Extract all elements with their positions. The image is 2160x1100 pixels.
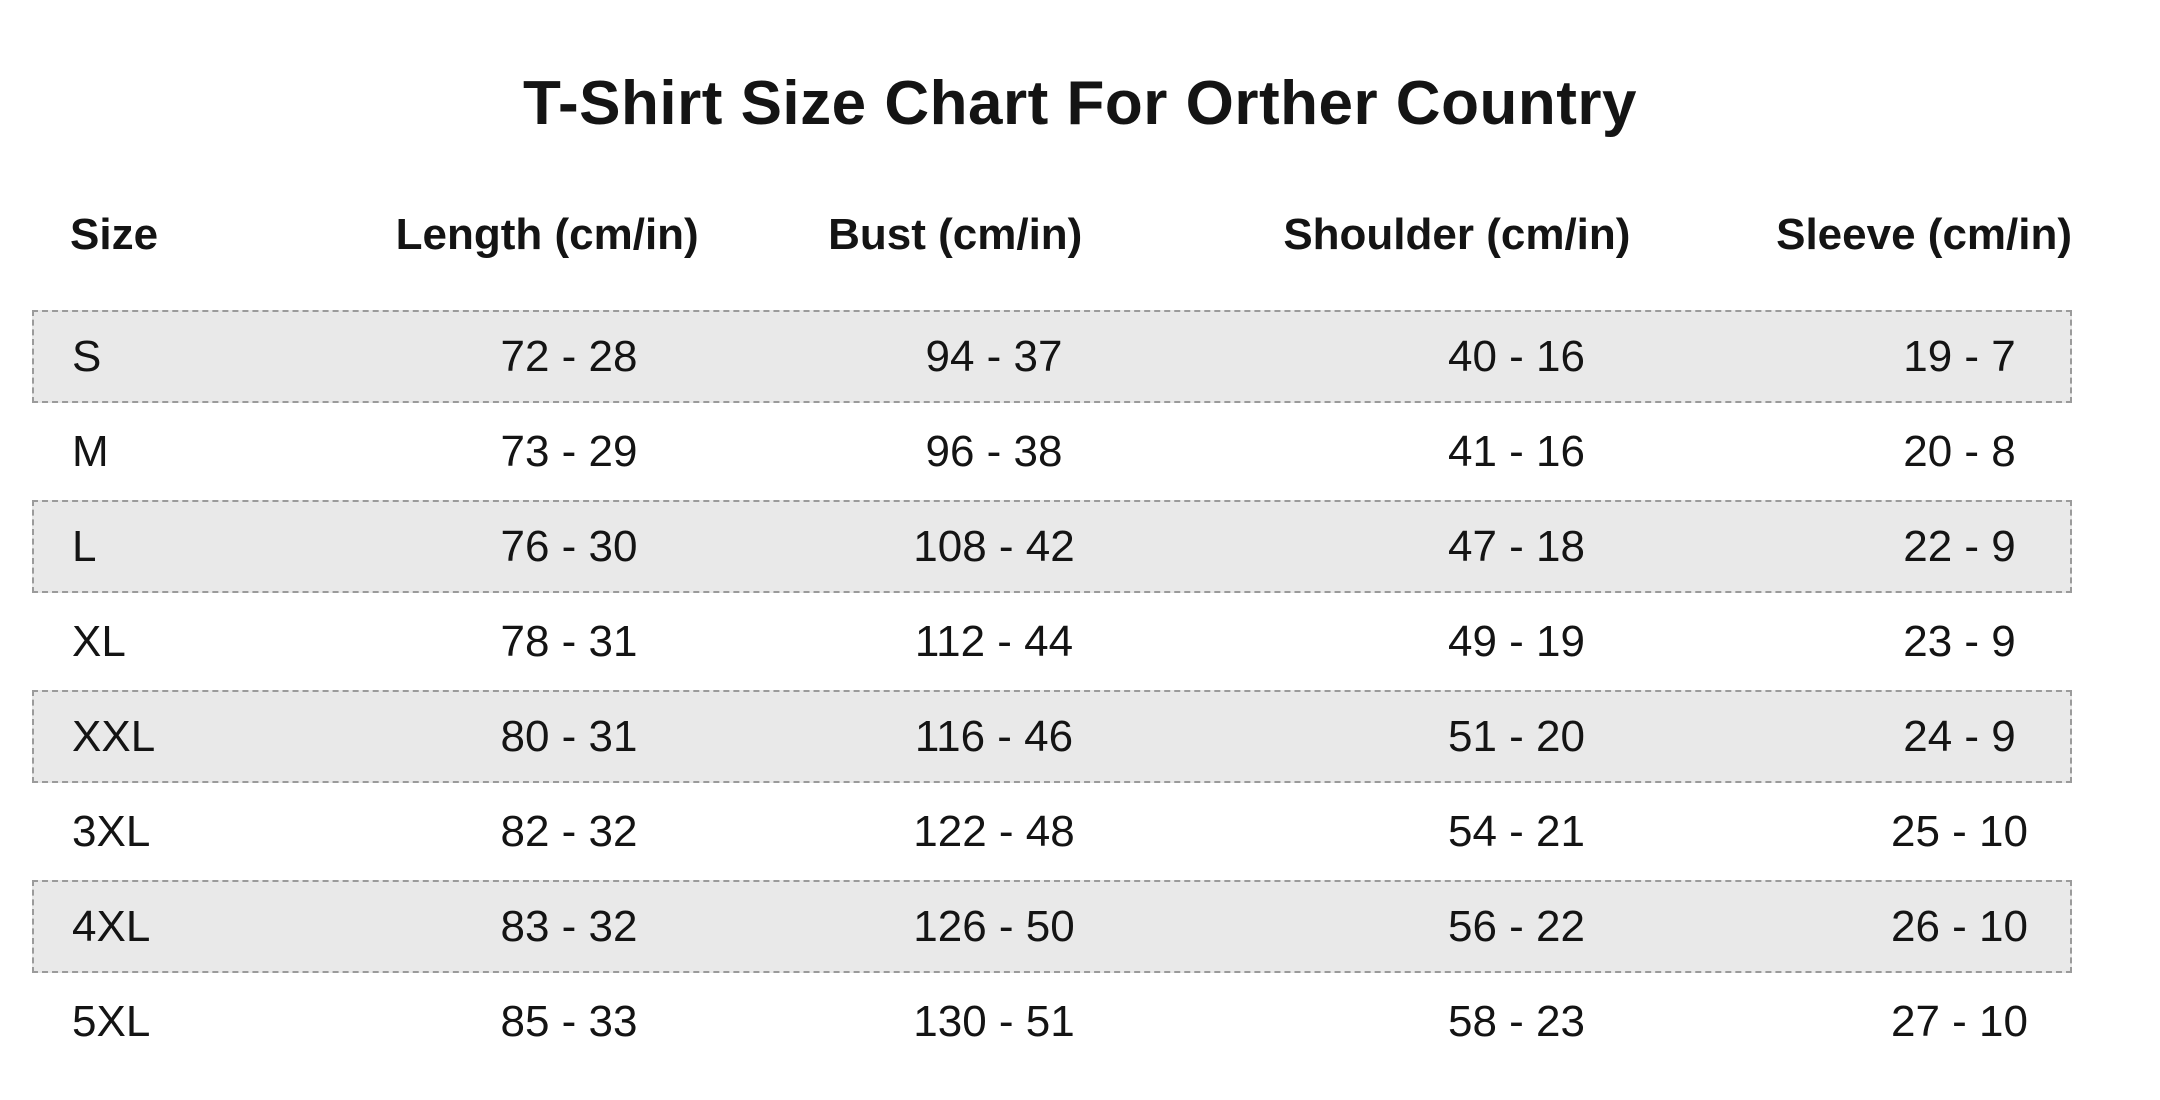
size-cell: 5XL [72,996,151,1046]
size-cell: L [72,521,97,571]
table-row: 5XL 85 - 33 130 - 51 58 - 23 27 - 10 [32,975,2072,1068]
shoulder-cell: 47 - 18 [1448,521,1585,571]
shoulder-cell: 56 - 22 [1448,901,1585,951]
column-header-length: Length (cm/in) [395,210,699,259]
table-row: XXL 80 - 31 116 - 46 51 - 20 24 - 9 [32,690,2072,783]
page-title: T-Shirt Size Chart For Orther Country [523,69,1637,138]
length-cell: 82 - 32 [500,806,638,856]
shoulder-cell: 51 - 20 [1448,711,1585,761]
sleeve-cell: 22 - 9 [1903,521,2016,571]
shoulder-cell: 54 - 21 [1448,806,1585,856]
sleeve-cell: 25 - 10 [1891,806,2028,856]
length-cell: 85 - 33 [500,996,638,1046]
size-cell: M [72,426,109,476]
sleeve-cell: 26 - 10 [1891,901,2028,951]
table-row: XL 78 - 31 112 - 44 49 - 19 23 - 9 [32,595,2072,688]
column-header-bust: Bust (cm/in) [828,210,1083,259]
size-cell: XXL [72,711,156,761]
column-header-size: Size [70,210,159,259]
bust-cell: 112 - 44 [914,616,1074,666]
table-row: S 72 - 28 94 - 37 40 - 16 19 - 7 [32,310,2072,403]
column-header-shoulder: Shoulder (cm/in) [1283,210,1631,259]
length-cell: 80 - 31 [500,711,638,761]
sleeve-cell: 20 - 8 [1903,426,2016,476]
size-cell: 3XL [72,806,151,856]
table-row: L 76 - 30 108 - 42 47 - 18 22 - 9 [32,500,2072,593]
bust-cell: 130 - 51 [913,996,1075,1046]
sleeve-cell: 23 - 9 [1903,616,2016,666]
bust-cell: 126 - 50 [913,901,1075,951]
sleeve-cell: 24 - 9 [1903,711,2016,761]
table-row: 4XL 83 - 32 126 - 50 56 - 22 26 - 10 [32,880,2072,973]
bust-cell: 122 - 48 [913,806,1075,856]
length-cell: 73 - 29 [500,426,638,476]
table-header-row: Size Length (cm/in) Bust (cm/in) Shoulde… [32,195,2072,275]
shoulder-cell: 49 - 19 [1448,616,1585,666]
size-table: S 72 - 28 94 - 37 40 - 16 19 - 7 M 73 - … [0,310,2160,1070]
size-cell: 4XL [72,901,151,951]
length-cell: 83 - 32 [500,901,638,951]
table-row: 3XL 82 - 32 122 - 48 54 - 21 25 - 10 [32,785,2072,878]
length-cell: 72 - 28 [500,331,638,381]
sleeve-cell: 27 - 10 [1891,996,2028,1046]
bust-cell: 108 - 42 [913,521,1075,571]
size-cell: XL [72,616,126,666]
column-header-sleeve: Sleeve (cm/in) [1776,210,2073,259]
bust-cell: 116 - 46 [914,711,1074,761]
length-cell: 78 - 31 [500,616,638,666]
shoulder-cell: 41 - 16 [1448,426,1585,476]
shoulder-cell: 40 - 16 [1448,331,1585,381]
table-row: M 73 - 29 96 - 38 41 - 16 20 - 8 [32,405,2072,498]
length-cell: 76 - 30 [500,521,638,571]
bust-cell: 94 - 37 [925,331,1063,381]
shoulder-cell: 58 - 23 [1448,996,1585,1046]
size-cell: S [72,331,102,381]
sleeve-cell: 19 - 7 [1903,331,2016,381]
bust-cell: 96 - 38 [925,426,1063,476]
